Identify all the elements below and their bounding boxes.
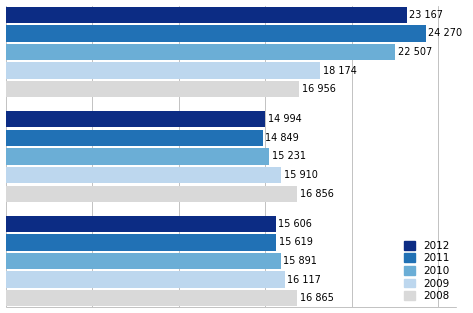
Bar <box>6 25 426 42</box>
Text: 18 174: 18 174 <box>323 66 357 76</box>
Text: 15 619: 15 619 <box>279 237 312 247</box>
Legend: 2012, 2011, 2010, 2009, 2008: 2012, 2011, 2010, 2009, 2008 <box>403 240 450 302</box>
Bar <box>6 186 298 202</box>
Bar <box>6 44 395 60</box>
Bar <box>6 216 276 232</box>
Bar <box>6 63 320 79</box>
Bar <box>6 111 265 127</box>
Bar <box>6 148 269 165</box>
Text: 15 910: 15 910 <box>283 170 317 180</box>
Text: 15 606: 15 606 <box>278 219 312 229</box>
Text: 14 994: 14 994 <box>268 114 301 124</box>
Text: 15 231: 15 231 <box>272 151 306 162</box>
Text: 16 117: 16 117 <box>287 275 321 285</box>
Text: 23 167: 23 167 <box>409 10 443 20</box>
Bar <box>6 130 263 146</box>
Bar <box>6 290 298 306</box>
Text: 14 849: 14 849 <box>265 133 299 143</box>
Text: 16 865: 16 865 <box>300 293 334 303</box>
Text: 16 856: 16 856 <box>300 189 334 199</box>
Bar <box>6 253 280 269</box>
Bar <box>6 81 299 97</box>
Text: 16 956: 16 956 <box>302 84 335 94</box>
Text: 15 891: 15 891 <box>283 256 317 266</box>
Bar <box>6 234 276 250</box>
Text: 24 270: 24 270 <box>428 28 463 38</box>
Text: 22 507: 22 507 <box>398 47 432 57</box>
Bar <box>6 7 407 23</box>
Bar <box>6 271 285 288</box>
Bar <box>6 167 281 183</box>
